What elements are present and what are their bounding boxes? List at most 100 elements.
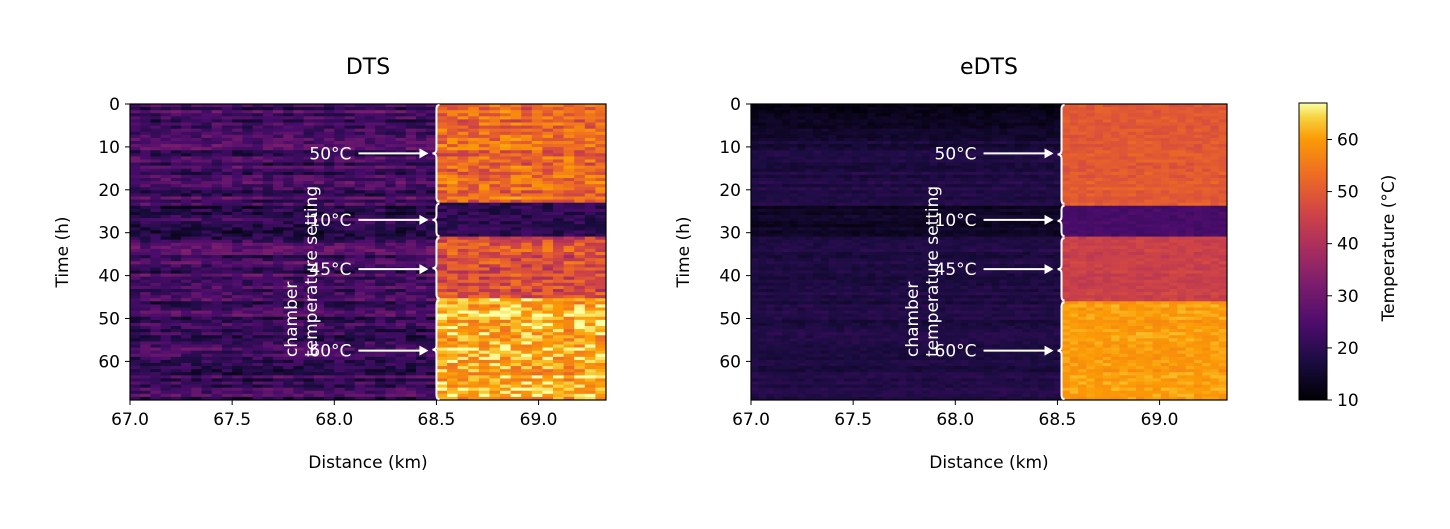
heatmap-cell: [426, 341, 438, 346]
heatmap-cell: [1069, 107, 1079, 111]
heatmap-cell: [221, 335, 233, 339]
heatmap-cell: [436, 390, 448, 395]
heatmap-cell: [150, 329, 162, 333]
heatmap-cell: [293, 292, 305, 296]
heatmap-cell: [426, 199, 438, 204]
heatmap-cell: [334, 279, 346, 284]
heatmap-cell: [354, 193, 366, 198]
heatmap-cell: [510, 282, 522, 287]
heatmap-cell: [303, 171, 315, 176]
heatmap-cell: [160, 390, 172, 395]
heatmap-cell: [252, 393, 264, 398]
heatmap-cell: [232, 119, 243, 124]
heatmap-cell: [521, 396, 533, 400]
heatmap-cell: [867, 128, 876, 133]
heatmap-cell: [820, 122, 830, 127]
heatmap-cell: [313, 261, 325, 265]
heatmap-cell: [574, 396, 586, 400]
heatmap-cell: [211, 298, 223, 302]
heatmap-cell: [478, 252, 491, 256]
heatmap-cell: [252, 279, 264, 284]
heatmap-cell: [283, 332, 295, 336]
heatmap-cell: [457, 285, 469, 290]
heatmap-cell: [531, 316, 544, 321]
heatmap-cell: [1127, 125, 1137, 130]
heatmap-cell: [478, 122, 491, 127]
heatmap-cell: [595, 366, 606, 370]
heatmap-cell: [595, 233, 606, 238]
heatmap-cell: [395, 258, 407, 262]
heatmap-cell: [510, 224, 522, 228]
heatmap-cell: [181, 301, 192, 306]
heatmap-cell: [201, 165, 213, 170]
heatmap-cell: [140, 390, 152, 395]
heatmap-cell: [563, 162, 575, 167]
heatmap-cell: [553, 168, 565, 173]
heatmap-cell: [436, 304, 448, 309]
heatmap-cell: [553, 125, 565, 130]
heatmap-cell: [344, 184, 356, 188]
heatmap-cell: [150, 350, 162, 355]
heatmap-cell: [542, 396, 554, 400]
heatmap-cell: [478, 359, 491, 364]
heatmap-cell: [344, 233, 356, 238]
heatmap-cell: [1022, 110, 1032, 114]
heatmap-cell: [521, 159, 533, 164]
heatmap-cell: [130, 375, 141, 380]
heatmap-cell: [426, 353, 438, 358]
heatmap-cell: [201, 218, 213, 222]
heatmap-cell: [531, 205, 544, 210]
heatmap-cell: [468, 292, 480, 296]
heatmap-cell: [542, 107, 554, 111]
heatmap-cell: [447, 353, 459, 358]
heatmap-cell: [468, 171, 480, 176]
heatmap-cell: [844, 110, 853, 114]
heatmap-cell: [324, 390, 335, 395]
heatmap-cell: [510, 119, 522, 124]
heatmap-cell: [303, 350, 315, 355]
heatmap-cell: [181, 202, 192, 207]
heatmap-cell: [130, 350, 141, 355]
heatmap-cell: [140, 150, 152, 154]
heatmap-cell: [859, 128, 869, 133]
heatmap-cell: [170, 273, 182, 278]
heatmap-cell: [952, 128, 962, 133]
heatmap-cell: [584, 292, 596, 296]
heatmap-cell: [385, 104, 397, 108]
heatmap-cell: [553, 282, 565, 287]
heatmap-cell: [283, 224, 295, 228]
heatmap-cell: [447, 211, 459, 216]
heatmap-cell: [170, 292, 182, 296]
heatmap-cell: [1144, 104, 1154, 108]
heatmap-cell: [130, 128, 141, 133]
heatmap-cell: [457, 147, 469, 151]
heatmap-cell: [489, 396, 501, 400]
heatmap-cell: [426, 304, 438, 309]
heatmap-cell: [273, 326, 284, 330]
heatmap-cell: [521, 174, 533, 179]
heatmap-cell: [273, 347, 284, 352]
heatmap-cell: [344, 150, 356, 154]
heatmap-cell: [960, 116, 969, 121]
heatmap-cell: [221, 322, 233, 327]
heatmap-cell: [478, 137, 491, 142]
heatmap-cell: [906, 125, 915, 130]
heatmap-cell: [221, 202, 233, 207]
heatmap-cell: [395, 363, 407, 367]
heatmap-cell: [457, 174, 469, 179]
heatmap-cell: [303, 353, 315, 358]
heatmap-cell: [405, 338, 417, 343]
heatmap-cell: [542, 310, 554, 315]
heatmap-cell: [952, 119, 962, 124]
heatmap-cell: [232, 227, 243, 232]
heatmap-cell: [574, 199, 586, 204]
heatmap-cell: [140, 252, 152, 256]
heatmap-cell: [181, 230, 192, 235]
heatmap-cell: [262, 384, 274, 389]
heatmap-cell: [262, 326, 274, 330]
heatmap-cell: [375, 168, 386, 173]
heatmap-cell: [201, 178, 213, 182]
heatmap-cell: [1007, 128, 1016, 133]
heatmap-cell: [457, 137, 469, 142]
heatmap-cell: [181, 110, 192, 114]
